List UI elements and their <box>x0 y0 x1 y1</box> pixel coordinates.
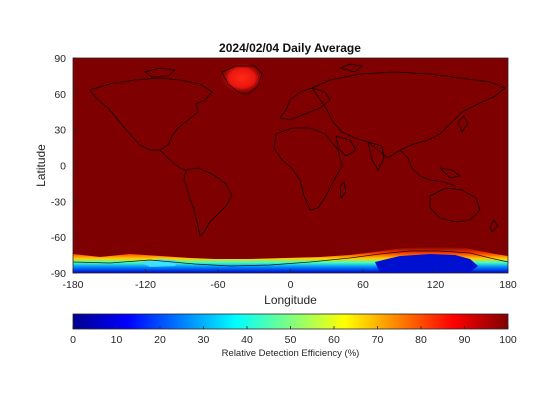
colorbar-tick-label: 40 <box>241 334 253 346</box>
y-tick-label: -90 <box>51 268 66 280</box>
x-ticks <box>72 269 509 273</box>
plot-title: 2024/02/04 Daily Average <box>219 41 361 55</box>
heatmap-field <box>73 58 508 273</box>
y-axis-label: Latitude <box>34 144 48 187</box>
colorbar-tick-label: 10 <box>111 334 123 346</box>
x-tick-label: 60 <box>357 279 369 291</box>
colorbar-tick-label: 0 <box>70 334 76 346</box>
colorbar-tick-label: 90 <box>459 334 471 346</box>
coastlines <box>73 63 508 267</box>
x-tick-label: -60 <box>210 279 225 291</box>
y-ticks <box>73 57 77 274</box>
y-tick-label: 0 <box>60 161 66 173</box>
x-tick-label: 0 <box>288 279 294 291</box>
colorbar-tick-labels: 0 10 20 30 40 50 60 70 80 90 100 <box>70 334 517 346</box>
x-tick-label: -180 <box>62 279 83 291</box>
colorbar-tick-label: 50 <box>285 334 297 346</box>
colorbar-tick-label: 80 <box>415 334 427 346</box>
antarctic-deep-low <box>375 254 478 273</box>
colorbar-tick-label: 30 <box>198 334 210 346</box>
colorbar-tick-label: 100 <box>499 334 517 346</box>
colorbar-tick-label: 60 <box>328 334 340 346</box>
colorbar-tick-label: 70 <box>372 334 384 346</box>
colorbar-label: Relative Detection Efficiency (%) <box>222 348 360 359</box>
heatmap-background <box>73 58 508 273</box>
y-tick-label: -60 <box>51 232 66 244</box>
colorbar-tick-label: 20 <box>154 334 166 346</box>
x-tick-labels: -180 -120 -60 0 60 120 180 <box>62 279 516 291</box>
y-tick-label: 30 <box>54 125 66 137</box>
x-tick-label: 180 <box>499 279 517 291</box>
greenland-patch <box>220 62 264 94</box>
x-axis-label: Longitude <box>264 293 317 307</box>
antarctic-cyan-west <box>140 259 180 267</box>
y-tick-label: 90 <box>54 53 66 65</box>
colorbar-ticks <box>72 326 509 329</box>
x-tick-label: 120 <box>427 279 445 291</box>
y-tick-label: 60 <box>54 89 66 101</box>
y-tick-labels: 90 60 30 0 -30 -60 -90 <box>51 53 66 280</box>
x-tick-label: -120 <box>135 279 156 291</box>
y-tick-label: -30 <box>51 196 66 208</box>
